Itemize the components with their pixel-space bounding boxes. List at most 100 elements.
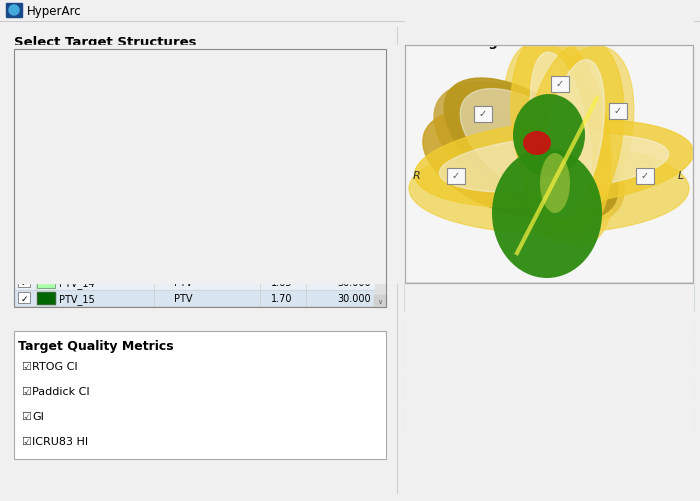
Text: ☑: ☑ bbox=[21, 361, 31, 371]
Bar bbox=[405, 46, 693, 284]
Bar bbox=[14, 180, 374, 196]
Text: ✓: ✓ bbox=[20, 136, 28, 145]
Bar bbox=[37, 150, 55, 162]
Text: PTV: PTV bbox=[174, 246, 193, 256]
Text: PTV: PTV bbox=[174, 230, 193, 240]
Bar bbox=[14, 50, 374, 70]
Text: 1.33: 1.33 bbox=[271, 73, 292, 83]
Bar bbox=[37, 245, 55, 257]
Text: ✓: ✓ bbox=[20, 184, 28, 192]
Bar bbox=[405, 46, 693, 284]
Text: PTV_04: PTV_04 bbox=[59, 120, 94, 130]
Text: PTV_07: PTV_07 bbox=[59, 167, 94, 178]
Text: 30.000: 30.000 bbox=[337, 73, 371, 83]
Text: ✓: ✓ bbox=[614, 106, 622, 116]
Bar bbox=[37, 198, 55, 210]
Bar bbox=[18, 182, 30, 193]
Bar bbox=[18, 293, 30, 304]
Bar bbox=[37, 261, 55, 273]
Text: Rotate Model View with Mouse...: Rotate Model View with Mouse... bbox=[464, 323, 634, 333]
Text: Select Target Structures: Select Target Structures bbox=[14, 36, 197, 49]
Bar bbox=[693, 46, 700, 284]
Text: PTV_12: PTV_12 bbox=[59, 246, 94, 257]
Bar bbox=[18, 198, 30, 209]
Text: PTV: PTV bbox=[174, 294, 193, 304]
Bar bbox=[553, 407, 693, 429]
Ellipse shape bbox=[423, 110, 595, 218]
Text: PTV: PTV bbox=[174, 152, 193, 162]
Bar bbox=[37, 229, 55, 241]
Text: PTV_10: PTV_10 bbox=[59, 214, 94, 225]
Bar bbox=[37, 72, 55, 84]
Text: Field Arrangement: Field Arrangement bbox=[405, 36, 545, 49]
Text: ✓: ✓ bbox=[556, 79, 564, 89]
Text: Target Quality Metrics: Target Quality Metrics bbox=[18, 339, 174, 352]
Bar bbox=[405, 379, 693, 401]
Ellipse shape bbox=[540, 154, 570, 213]
Text: Paddick CI: Paddick CI bbox=[32, 386, 90, 396]
Text: 1.51: 1.51 bbox=[270, 262, 292, 272]
Text: 1.56: 1.56 bbox=[270, 199, 292, 209]
Bar bbox=[37, 88, 55, 99]
Text: To Optimization: To Optimization bbox=[508, 385, 589, 395]
Bar bbox=[37, 245, 55, 257]
Text: RTOG CI: RTOG CI bbox=[32, 361, 78, 371]
Bar bbox=[374, 296, 386, 308]
Bar bbox=[374, 50, 386, 308]
Text: PTV_13: PTV_13 bbox=[59, 262, 94, 273]
Bar bbox=[636, 169, 654, 185]
Text: 1.67: 1.67 bbox=[270, 183, 292, 193]
Bar bbox=[14, 70, 374, 86]
Bar bbox=[37, 213, 55, 225]
Bar bbox=[14, 86, 374, 101]
Text: L: L bbox=[678, 171, 684, 181]
Bar bbox=[37, 293, 55, 305]
Ellipse shape bbox=[524, 47, 634, 241]
Text: PTV_08: PTV_08 bbox=[59, 183, 94, 193]
Bar bbox=[405, 46, 693, 284]
Text: ✕: ✕ bbox=[685, 6, 694, 16]
Text: ✓: ✓ bbox=[20, 199, 28, 208]
Bar bbox=[37, 166, 55, 178]
Bar bbox=[14, 212, 374, 227]
Text: ✓: ✓ bbox=[20, 246, 28, 256]
Bar bbox=[405, 0, 693, 46]
Text: HyperArc: HyperArc bbox=[27, 5, 82, 18]
Bar bbox=[37, 150, 55, 162]
Text: 30.000: 30.000 bbox=[337, 152, 371, 162]
Text: Volume type: Volume type bbox=[130, 55, 198, 65]
Text: ✓: ✓ bbox=[20, 231, 28, 240]
Text: PTV: PTV bbox=[174, 73, 193, 83]
Ellipse shape bbox=[434, 84, 624, 225]
Bar bbox=[405, 317, 693, 339]
Text: 30.000: 30.000 bbox=[337, 104, 371, 114]
Bar bbox=[14, 101, 374, 117]
Ellipse shape bbox=[503, 42, 615, 246]
Text: ☑: ☑ bbox=[21, 386, 31, 396]
Bar bbox=[18, 88, 30, 98]
Bar bbox=[474, 107, 492, 123]
Bar bbox=[609, 104, 627, 120]
Text: 30.000: 30.000 bbox=[337, 120, 371, 130]
Text: 30.000: 30.000 bbox=[337, 278, 371, 288]
Text: ✓: ✓ bbox=[641, 171, 649, 181]
Text: PTV_11: PTV_11 bbox=[59, 230, 94, 241]
Ellipse shape bbox=[460, 90, 608, 209]
Text: PTV: PTV bbox=[174, 199, 193, 209]
Bar bbox=[18, 119, 30, 130]
Bar bbox=[6, 4, 22, 18]
Bar bbox=[37, 72, 55, 84]
Text: 30.000: 30.000 bbox=[337, 230, 371, 240]
Bar bbox=[405, 284, 693, 501]
Text: ✓: ✓ bbox=[21, 55, 29, 65]
Text: 1.62: 1.62 bbox=[270, 104, 292, 114]
Text: PTV: PTV bbox=[174, 120, 193, 130]
Text: ✓: ✓ bbox=[20, 263, 28, 272]
Text: PTV_02: PTV_02 bbox=[59, 88, 94, 99]
Text: PTV: PTV bbox=[174, 167, 193, 177]
Ellipse shape bbox=[409, 144, 689, 234]
Text: 1.65: 1.65 bbox=[270, 278, 292, 288]
Bar bbox=[18, 150, 30, 161]
Text: ✓: ✓ bbox=[20, 105, 28, 114]
Ellipse shape bbox=[9, 6, 19, 16]
